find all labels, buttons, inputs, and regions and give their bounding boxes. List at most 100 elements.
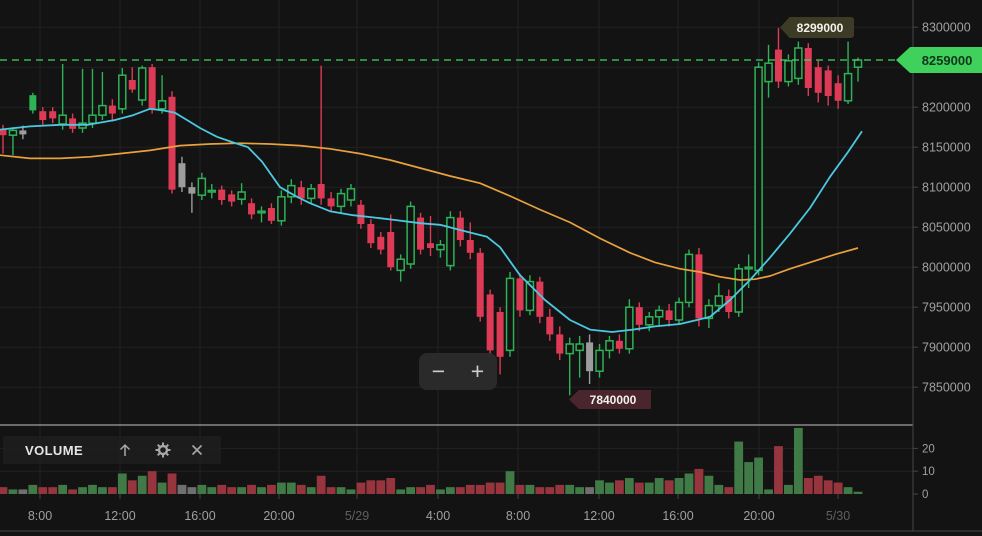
candle-body: [824, 70, 832, 96]
zoom-out-button[interactable]: −: [431, 358, 446, 384]
volume-bar: [555, 484, 565, 494]
volume-bar: [465, 484, 475, 494]
volume-bar: [227, 487, 237, 494]
volume-bar: [684, 473, 694, 494]
volume-bar: [823, 480, 833, 494]
volume-bar: [575, 487, 585, 494]
volume-bar: [237, 487, 247, 494]
arrow-up-icon: [119, 443, 131, 456]
volume-bar: [187, 487, 197, 494]
volume-bar: [276, 482, 286, 494]
candle-body: [218, 189, 226, 200]
volume-bar: [605, 482, 614, 494]
candle-body: [586, 342, 594, 372]
volume-bar: [356, 482, 366, 494]
candle-body: [346, 188, 356, 201]
volume-bar: [704, 475, 714, 494]
candle-body: [774, 49, 782, 82]
volume-bar: [764, 489, 773, 494]
volume-bar: [217, 484, 227, 494]
volume-axis[interactable]: 20 10 0: [913, 443, 935, 501]
time-tick-label: 16:00: [662, 509, 693, 523]
price-tick-label: 8300000: [922, 21, 971, 35]
close-icon: [191, 444, 203, 456]
volume-bar: [505, 471, 515, 494]
volume-bar: [445, 487, 455, 494]
time-tick-label: 8:00: [506, 509, 530, 523]
volume-bar: [38, 487, 48, 494]
candle-body: [834, 83, 842, 101]
volume-bar: [525, 484, 535, 494]
volume-bar: [634, 482, 644, 494]
candle-body: [704, 304, 714, 320]
candle-body: [754, 66, 763, 272]
candle-body: [505, 277, 515, 352]
candle-body: [49, 111, 57, 119]
candle-body: [565, 343, 574, 355]
candle-body: [436, 244, 445, 251]
zoom-in-button[interactable]: +: [470, 358, 485, 384]
candle-body: [188, 187, 196, 194]
volume-bar: [644, 482, 654, 494]
price-tick-label: 7850000: [922, 381, 971, 395]
candle-body: [843, 72, 853, 102]
candle-body: [595, 349, 604, 372]
volume-bar: [107, 487, 117, 494]
move-pane-up-button[interactable]: [117, 442, 133, 458]
volume-bar: [18, 489, 28, 494]
volume-tick-label: 0: [922, 489, 928, 501]
candle-body: [456, 217, 464, 240]
candle-body: [367, 224, 375, 244]
volume-bar: [78, 487, 87, 494]
candle-body: [695, 254, 703, 319]
candle-body: [665, 310, 673, 320]
candle-body: [496, 312, 504, 357]
volume-bar: [58, 484, 68, 494]
volume-close-button[interactable]: [189, 442, 205, 458]
volume-bar: [595, 480, 604, 494]
candle-body: [237, 191, 246, 200]
candle-body: [784, 60, 793, 83]
candle-body: [29, 95, 37, 111]
volume-bar: [754, 457, 763, 494]
low-price-label: 7840000: [569, 390, 651, 409]
candle-body: [88, 114, 97, 124]
volume-bar: [615, 480, 624, 494]
volume-bar: [316, 475, 326, 494]
candle-body: [714, 295, 724, 307]
price-axis[interactable]: 8300000825000082000008150000810000080500…: [913, 21, 971, 395]
time-tick-label: 20:00: [743, 509, 774, 523]
volume-bar: [247, 484, 256, 494]
candle-body: [197, 177, 207, 196]
candle-body: [396, 258, 405, 272]
candle-body: [128, 80, 136, 90]
candle-body: [168, 96, 176, 190]
candle-body: [536, 281, 544, 317]
volume-settings-button[interactable]: [155, 442, 171, 458]
volume-bar: [167, 473, 177, 494]
volume-bar: [535, 487, 545, 494]
gear-icon: [155, 442, 171, 458]
volume-bar: [793, 427, 803, 494]
candle-body: [853, 59, 863, 68]
volume-bar: [48, 487, 58, 494]
candle-body: [644, 316, 654, 326]
volume-bar: [714, 484, 724, 494]
volume-bar: [386, 478, 396, 494]
candle-body: [615, 340, 623, 349]
price-tick-label: 7950000: [922, 301, 971, 315]
volume-bar: [515, 484, 525, 494]
volume-bar: [366, 480, 376, 494]
candle-body: [267, 208, 275, 221]
ma-fast-line: [0, 107, 863, 333]
candle-body: [486, 294, 494, 351]
high-price-label: 8299000: [780, 17, 854, 38]
candle-body: [684, 253, 694, 304]
volume-panel-title: VOLUME: [25, 442, 84, 458]
candle-body: [148, 67, 156, 109]
current-price-tag: 8259000: [896, 47, 982, 73]
candle-body: [804, 48, 812, 88]
time-axis[interactable]: 8:00 12:00 16:00 20:00 5/29 4:00 8:00 12:00 16:0…: [28, 494, 850, 523]
volume-bar: [724, 487, 734, 494]
